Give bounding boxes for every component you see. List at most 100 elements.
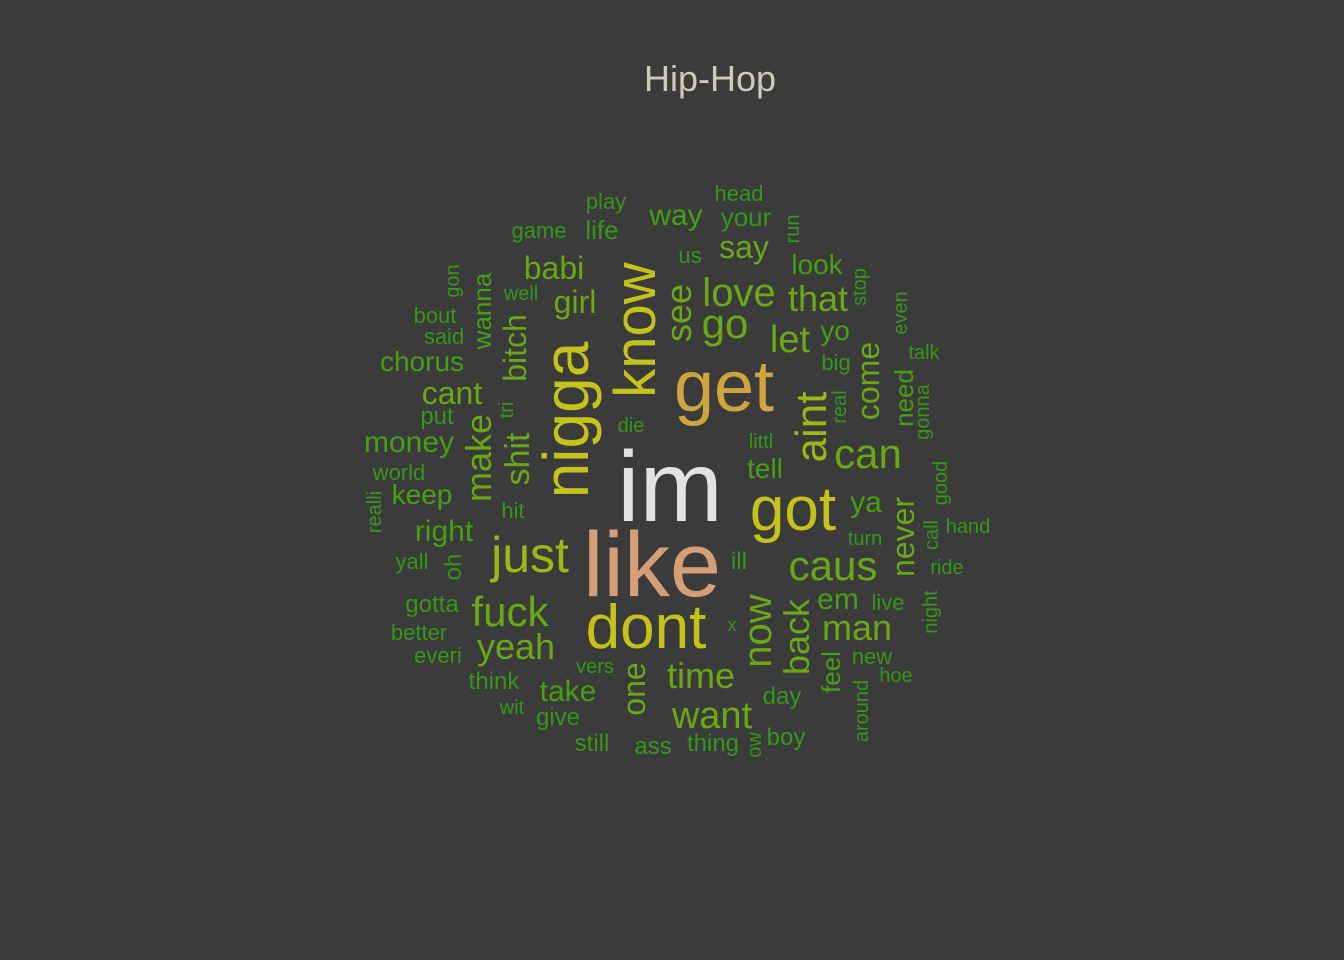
word-said: said bbox=[423, 324, 465, 349]
word-new: new bbox=[851, 644, 893, 669]
word-chorus: chorus bbox=[379, 346, 465, 377]
word-gon: gon bbox=[442, 264, 464, 298]
chart-title: Hip-Hop bbox=[643, 58, 777, 99]
word-see: see bbox=[658, 283, 699, 343]
word-talk: talk bbox=[908, 342, 940, 364]
word-man: man bbox=[821, 607, 893, 648]
word-love: love bbox=[702, 271, 776, 315]
word-look: look bbox=[791, 249, 843, 280]
word-yo: yo bbox=[820, 315, 850, 346]
word-stop: stop bbox=[849, 268, 871, 306]
word-cant: cant bbox=[421, 375, 483, 411]
word-turn: turn bbox=[847, 528, 883, 550]
word-wanna: wanna bbox=[467, 272, 497, 350]
word-real: real bbox=[829, 390, 851, 424]
word-like: like bbox=[582, 514, 722, 616]
word-tri: tri bbox=[496, 401, 518, 419]
word-that: that bbox=[787, 278, 849, 319]
word-wit: wit bbox=[499, 697, 525, 719]
word-now: now bbox=[736, 594, 780, 668]
word-think: think bbox=[468, 668, 520, 695]
word-your: your bbox=[720, 202, 772, 232]
word-gotta: gotta bbox=[405, 591, 459, 618]
word-right: right bbox=[414, 515, 474, 548]
word-still: still bbox=[574, 730, 610, 757]
word-em: em bbox=[817, 583, 859, 616]
word-world: world bbox=[372, 460, 426, 485]
word-come: come bbox=[850, 341, 886, 421]
word-good: good bbox=[930, 460, 952, 506]
word-littl: littl bbox=[748, 431, 774, 453]
word-girl: girl bbox=[553, 284, 597, 320]
word-live: live bbox=[871, 590, 905, 615]
word-big: big bbox=[821, 350, 851, 375]
word-back: back bbox=[776, 598, 817, 676]
word-hoe: hoe bbox=[879, 665, 913, 687]
word-us: us bbox=[678, 243, 702, 268]
word-cloud: im like get nigga know got dont just aint caus can… bbox=[363, 181, 991, 760]
word-realli: realli bbox=[364, 490, 386, 534]
word-hit: hit bbox=[501, 498, 525, 523]
word-tell: tell bbox=[747, 453, 783, 484]
word-better: better bbox=[390, 620, 448, 645]
word-get: get bbox=[673, 347, 775, 427]
word-yeah: yeah bbox=[476, 626, 556, 667]
word-call: call bbox=[921, 519, 943, 551]
word-die: die bbox=[617, 415, 645, 437]
word-well: well bbox=[503, 283, 539, 305]
word-thing: thing bbox=[686, 730, 740, 757]
word-day: day bbox=[762, 683, 802, 710]
word-dont: dont bbox=[585, 593, 707, 662]
word-run: run bbox=[782, 214, 804, 244]
word-put: put bbox=[420, 403, 454, 430]
word-aint: aint bbox=[787, 391, 836, 463]
word-gonna: gonna bbox=[912, 384, 934, 440]
word-take: take bbox=[539, 675, 597, 708]
word-know: know bbox=[603, 262, 668, 398]
word-one: one bbox=[616, 662, 652, 716]
word-give: give bbox=[535, 704, 581, 731]
word-time: time bbox=[666, 655, 736, 696]
word-im: im bbox=[617, 431, 723, 543]
word-x: x bbox=[727, 615, 737, 635]
word-make: make bbox=[458, 413, 499, 503]
word-ride: ride bbox=[930, 557, 964, 579]
word-ill: ill bbox=[731, 548, 747, 575]
word-got: got bbox=[749, 475, 837, 544]
word-vers: vers bbox=[576, 656, 614, 678]
word-fuck: fuck bbox=[471, 588, 549, 635]
word-everi: everi bbox=[414, 643, 462, 668]
word-nigga: nigga bbox=[530, 341, 602, 499]
word-shit: shit bbox=[499, 432, 537, 486]
word-hand: hand bbox=[945, 516, 991, 538]
word-night: night bbox=[920, 590, 942, 634]
word-caus: caus bbox=[788, 542, 878, 589]
word-want: want bbox=[671, 695, 753, 737]
word-keep: keep bbox=[391, 479, 453, 510]
word-yall: yall bbox=[395, 549, 429, 574]
word-just: just bbox=[491, 527, 569, 583]
word-can: can bbox=[834, 430, 902, 477]
word-way: way bbox=[649, 199, 703, 232]
word-ya: ya bbox=[850, 486, 882, 519]
word-ow: ow bbox=[744, 732, 766, 758]
word-bout: bout bbox=[413, 303, 457, 328]
word-babi: babi bbox=[523, 250, 585, 286]
word-even: even bbox=[890, 291, 912, 335]
word-go: go bbox=[701, 300, 749, 347]
word-money: money bbox=[363, 426, 455, 459]
word-game: game bbox=[511, 218, 567, 243]
word-bitch: bitch bbox=[497, 314, 533, 382]
word-oh: oh bbox=[440, 553, 467, 581]
word-feel: feel bbox=[816, 651, 846, 693]
word-never: never bbox=[885, 496, 921, 578]
word-around: around bbox=[851, 679, 873, 743]
word-head: head bbox=[714, 181, 764, 206]
word-let: let bbox=[769, 319, 811, 361]
word-play: play bbox=[585, 189, 627, 214]
word-boy: boy bbox=[766, 724, 806, 751]
word-life: life bbox=[585, 215, 619, 245]
word-say: say bbox=[719, 229, 769, 265]
word-ass: ass bbox=[634, 733, 672, 760]
